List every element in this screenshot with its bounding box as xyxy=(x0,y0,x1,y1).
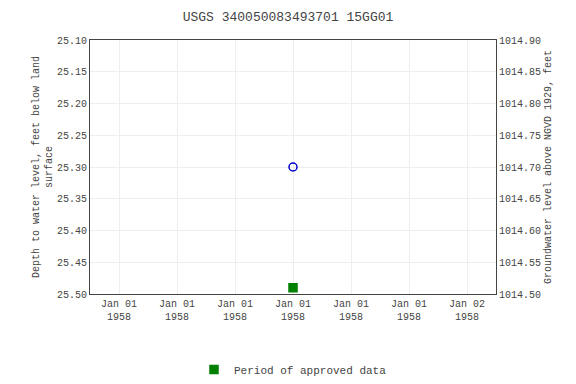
svg-text:1014.65: 1014.65 xyxy=(499,194,541,205)
svg-text:Period of approved data: Period of approved data xyxy=(234,365,386,377)
svg-text:1014.75: 1014.75 xyxy=(499,131,541,142)
svg-text:Jan 011958: Jan 011958 xyxy=(275,299,311,323)
svg-text:1014.60: 1014.60 xyxy=(499,226,541,237)
svg-text:1014.80: 1014.80 xyxy=(499,99,541,110)
svg-text:Jan 011958: Jan 011958 xyxy=(159,299,195,323)
svg-text:Jan 011958: Jan 011958 xyxy=(217,299,253,323)
svg-text:25.15: 25.15 xyxy=(57,67,87,78)
svg-text:1014.55: 1014.55 xyxy=(499,258,541,269)
svg-text:1014.70: 1014.70 xyxy=(499,163,541,174)
svg-text:25.35: 25.35 xyxy=(57,194,87,205)
svg-text:USGS 340050083493701 15GG01: USGS 340050083493701 15GG01 xyxy=(183,10,394,25)
svg-text:Groundwater level above NGVD 1: Groundwater level above NGVD 1929, feet xyxy=(543,50,554,284)
svg-text:25.10: 25.10 xyxy=(57,36,87,47)
svg-text:25.30: 25.30 xyxy=(57,163,87,174)
svg-text:Jan 011958: Jan 011958 xyxy=(391,299,427,323)
svg-text:1014.90: 1014.90 xyxy=(499,36,541,47)
svg-text:Jan 011958: Jan 011958 xyxy=(101,299,137,323)
svg-text:1014.50: 1014.50 xyxy=(499,290,541,301)
svg-text:Jan 021958: Jan 021958 xyxy=(449,299,485,323)
svg-text:25.20: 25.20 xyxy=(57,99,87,110)
svg-text:Depth to water level, feet bel: Depth to water level, feet below landsur… xyxy=(31,56,55,278)
svg-text:25.45: 25.45 xyxy=(57,258,87,269)
svg-text:25.25: 25.25 xyxy=(57,131,87,142)
svg-text:25.40: 25.40 xyxy=(57,226,87,237)
svg-text:Jan 011958: Jan 011958 xyxy=(333,299,369,323)
svg-text:25.50: 25.50 xyxy=(57,290,87,301)
svg-text:1014.85: 1014.85 xyxy=(499,67,541,78)
